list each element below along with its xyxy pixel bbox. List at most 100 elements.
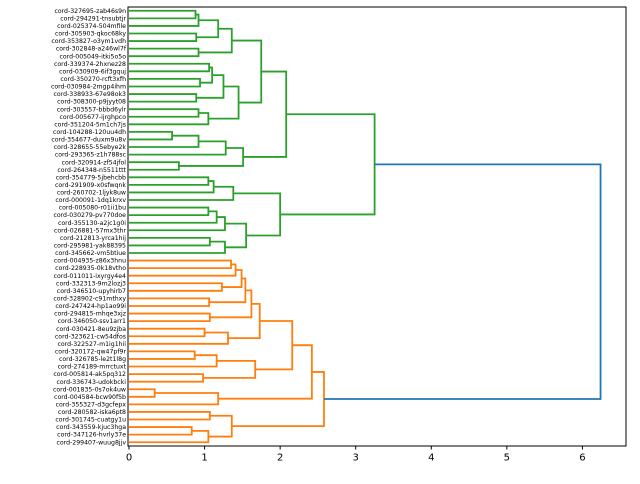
dendrogram-link <box>203 359 257 379</box>
dendrogram-link <box>129 312 211 323</box>
dendrogram-link <box>129 392 220 406</box>
dendrogram-link <box>129 426 193 436</box>
leaf-label: cord-336743-udokbcki <box>57 379 127 386</box>
leaf-label: cord-326785-le2t1l8g <box>59 356 126 363</box>
dendrogram-link <box>129 411 211 421</box>
leaf-label: cord-323621-cw54dfos <box>55 333 126 340</box>
x-tick-label: 0 <box>126 453 132 464</box>
dendrogram-link <box>129 47 200 58</box>
dendrogram-link <box>129 373 204 383</box>
leaf-label: cord-328655-55ebye2k <box>54 144 127 151</box>
leaf-label: cord-291909-x0sfwqnk <box>55 182 126 189</box>
dendrogram-link <box>129 180 215 194</box>
leaf-label: cord-004584-bcw90f5b <box>54 394 126 401</box>
leaf-label: cord-005049-itki5o5o <box>59 53 126 60</box>
axes-frame <box>127 6 627 447</box>
dendrogram-link <box>129 93 198 103</box>
leaf-label: cord-011011-ixyrgy4e4 <box>54 273 126 280</box>
dendrogram-link <box>196 19 220 39</box>
leaf-label: cord-350270-rcft3xfh <box>60 76 126 83</box>
dendrogram-link <box>129 216 226 232</box>
leaf-label: cord-320172-qw47pf9r <box>55 348 127 355</box>
dendrogram-link <box>129 112 210 126</box>
x-tick-label: 1 <box>201 453 207 464</box>
dendrogram-link <box>129 297 211 307</box>
leaf-label: cord-354677-duxm9u8v <box>51 137 126 144</box>
dendrogram-link <box>231 39 263 104</box>
leaf-label: cord-305903-qkoc68ky <box>55 31 126 38</box>
leaf-label: cord-346510-upyhirb7 <box>57 288 126 295</box>
leaf-labels: cord-327695-zab46s9ncord-294291-tnsubtjr… <box>51 8 127 446</box>
leaf-label: cord-295981-yak88395 <box>54 243 126 250</box>
dendrogram-link <box>255 320 294 371</box>
dendrogram-link <box>198 27 233 54</box>
leaf-label: cord-327695-zab46s9n <box>54 8 126 15</box>
dendrogram-link <box>129 32 198 42</box>
x-tick-label: 2 <box>277 453 283 464</box>
leaf-label: cord-025374-504mfile <box>57 23 126 30</box>
dendrogram-link <box>224 222 248 249</box>
dendrogram-link <box>129 263 237 277</box>
dendrogram-link <box>209 289 253 319</box>
leaf-label: cord-247424-hp1ao99i <box>55 303 126 310</box>
x-tick-label: 6 <box>579 453 585 464</box>
leaf-label: cord-355130-a2jc1g0i <box>58 220 126 227</box>
leaf-label: cord-004935-z86x3hnu <box>54 258 126 265</box>
dendrogram-link <box>227 302 261 340</box>
leaf-label: cord-005080-r01ii1bu <box>59 205 126 212</box>
dendrogram-link <box>129 354 218 368</box>
dendrogram-link <box>129 185 235 201</box>
dendrogram-link <box>129 134 200 148</box>
leaf-label: cord-030909-6if3gquj <box>59 68 126 75</box>
leaf-label: cord-347126-hvrly37e <box>57 432 126 439</box>
dendrogram-link <box>129 429 210 444</box>
dendrogram-link <box>129 140 227 156</box>
dendrogram-link <box>129 210 218 224</box>
leaf-label: cord-104288-120uu4dh <box>53 129 126 136</box>
dendrogram-link <box>280 113 376 216</box>
dendrogram-links <box>129 9 602 444</box>
dendrogram-link <box>129 9 197 20</box>
leaf-label: cord-302848-a246wl7f <box>56 46 127 53</box>
dendrogram-link <box>129 259 232 270</box>
leaf-label: cord-308300-p9jyyt08 <box>57 99 126 106</box>
leaf-label: cord-260702-1ljyk8uw <box>57 190 126 197</box>
leaf-label: cord-328902-c91mthxy <box>53 296 126 303</box>
leaf-label: cord-005677-ijrghpco <box>60 114 127 121</box>
dendrogram-link <box>129 62 211 73</box>
dendrogram-link <box>129 236 211 247</box>
dendrogram-link <box>221 269 243 288</box>
x-tick-label: 4 <box>428 453 434 464</box>
leaf-label: cord-274189-mrrctuxt <box>58 364 127 371</box>
dendrogram-link <box>129 130 173 141</box>
dendrogram-link <box>129 108 200 118</box>
dendrogram-link <box>129 176 210 186</box>
leaf-label: cord-301745-cuatgy1u <box>55 417 126 424</box>
dendrogram-link <box>178 147 245 167</box>
leaf-label: cord-346050-ssv1arr1 <box>58 318 126 325</box>
dendrogram-link <box>200 66 214 84</box>
leaf-label: cord-343559-kjuc3hga <box>56 424 126 431</box>
leaf-label: cord-293365-z1h788sc <box>55 152 127 159</box>
x-tick-label: 3 <box>353 453 359 464</box>
leaf-label: cord-354779-5jbehcbb <box>56 174 126 181</box>
dendrogram-link <box>129 78 201 88</box>
leaf-label: cord-322527-m1ig1hii <box>57 341 126 348</box>
leaf-label: cord-320914-zf54jfol <box>62 159 127 166</box>
leaf-label: cord-026881-57mx3thr <box>54 227 126 234</box>
dendrogram-link <box>208 414 233 438</box>
dendrogram-link <box>129 388 156 398</box>
leaf-label: cord-294291-tnsubtjr <box>60 15 126 22</box>
leaf-label: cord-212813-yrca1hij <box>60 235 126 242</box>
leaf-label: cord-345662-vm5btiue <box>55 250 126 257</box>
dendrogram-link <box>129 161 180 171</box>
leaf-label: cord-030279-pv770doe <box>53 212 126 219</box>
dendrogram-link <box>129 13 200 27</box>
leaf-label: cord-228935-0k18vtho <box>55 265 126 272</box>
leaf-label: cord-000091-1dq1krxv <box>55 197 126 204</box>
leaf-label: cord-338933-67e98ok3 <box>54 91 127 98</box>
dendrogram-link <box>218 344 313 400</box>
dendrogram-link <box>323 163 602 400</box>
